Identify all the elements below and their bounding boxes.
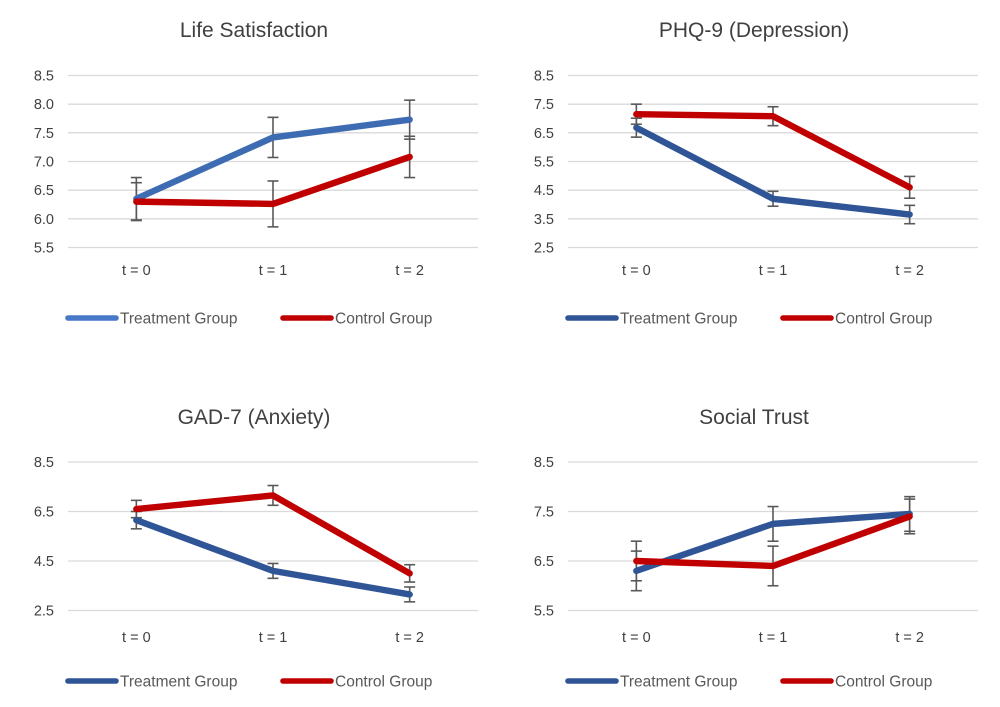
series-line-treatment-group (133, 116, 413, 202)
legend-label-control-group: Control Group (835, 674, 932, 691)
y-tick-label: 8.5 (34, 69, 54, 85)
x-tick-label: t = 0 (622, 630, 651, 646)
y-tick-label: 8.5 (534, 455, 554, 471)
y-tick-label: 7.0 (34, 155, 54, 171)
legend-item-treatment-group: Treatment Group (65, 674, 237, 691)
legend-label-treatment-group: Treatment Group (120, 674, 237, 691)
legend-label-treatment-group: Treatment Group (620, 311, 737, 328)
y-tick-label: 6.5 (34, 505, 54, 521)
y-tick-label: 6.5 (534, 126, 554, 142)
x-tick-label: t = 2 (895, 263, 924, 279)
x-tick-label: t = 0 (122, 263, 151, 279)
y-tick-label: 4.5 (534, 183, 554, 199)
chart-panel-social-trust: Social Trust 8.5 7.5 6.5 5.5 t = 0 t = 1 t = 2 T… (500, 354, 1000, 707)
y-tick-label: 7.5 (34, 126, 54, 142)
chart-svg-gad-7-anxiety: GAD-7 (Anxiety) 8.5 6.5 4.5 2.5 t = 0 t = 1 t =… (34, 406, 478, 691)
chart-panel-gad-7-anxiety: GAD-7 (Anxiety) 8.5 6.5 4.5 2.5 t = 0 t = 1 t =… (0, 354, 500, 707)
y-tick-label: 3.5 (534, 212, 554, 228)
y-tick-label: 8.0 (34, 97, 54, 113)
y-tick-label: 6.5 (34, 183, 54, 199)
x-tick-label: t = 1 (259, 263, 288, 279)
chart-panel-life-satisfaction: Life Satisfaction 8.5 8.0 7.5 7.0 6.5 6.0 5.5 t … (0, 0, 500, 354)
legend-item-treatment-group: Treatment Group (565, 311, 737, 328)
legend-label-treatment-group: Treatment Group (620, 674, 737, 691)
chart-svg-life-satisfaction: Life Satisfaction 8.5 8.0 7.5 7.0 6.5 6.0 5.5 t … (34, 19, 478, 328)
legend-item-control-group: Control Group (780, 674, 932, 691)
y-tick-label: 8.5 (534, 69, 554, 85)
chart-title: GAD-7 (Anxiety) (178, 406, 331, 429)
y-tick-label: 7.5 (534, 505, 554, 521)
y-tick-label: 5.5 (34, 241, 54, 257)
legend-item-control-group: Control Group (280, 311, 432, 328)
x-tick-label: t = 1 (259, 630, 288, 646)
y-tick-label: 2.5 (34, 604, 54, 620)
chart-title: PHQ-9 (Depression) (659, 19, 849, 42)
series-line-treatment-group (633, 124, 913, 218)
legend-item-control-group: Control Group (280, 674, 432, 691)
x-tick-label: t = 2 (895, 630, 924, 646)
y-tick-label: 8.5 (34, 455, 54, 471)
series-line-treatment-group (133, 516, 413, 598)
x-tick-label: t = 0 (622, 263, 651, 279)
legend-label-control-group: Control Group (835, 311, 932, 328)
y-tick-label: 6.0 (34, 212, 54, 228)
chart-title: Life Satisfaction (180, 19, 328, 42)
y-tick-label: 5.5 (534, 155, 554, 171)
x-tick-label: t = 0 (122, 630, 151, 646)
y-tick-label: 4.5 (34, 554, 54, 570)
x-tick-label: t = 2 (395, 263, 424, 279)
series-line-control-group (133, 492, 413, 577)
y-tick-label: 7.5 (534, 97, 554, 113)
x-tick-label: t = 1 (759, 630, 788, 646)
x-tick-label: t = 1 (759, 263, 788, 279)
chart-title: Social Trust (699, 406, 809, 429)
series-line-control-group (133, 153, 413, 208)
series-line-control-group (633, 110, 913, 191)
legend-item-control-group: Control Group (780, 311, 932, 328)
legend-label-control-group: Control Group (335, 674, 432, 691)
legend-item-treatment-group: Treatment Group (65, 311, 237, 328)
series-line-treatment-group (633, 510, 913, 575)
chart-svg-social-trust: Social Trust 8.5 7.5 6.5 5.5 t = 0 t = 1 t = 2 T… (534, 406, 978, 691)
y-tick-label: 2.5 (534, 241, 554, 257)
chart-panel-phq-9-depression: PHQ-9 (Depression) 8.5 7.5 6.5 5.5 4.5 3.5 2.5 t… (500, 0, 1000, 354)
chart-svg-phq-9-depression: PHQ-9 (Depression) 8.5 7.5 6.5 5.5 4.5 3.5 2.5 t… (534, 19, 978, 328)
legend-label-control-group: Control Group (335, 311, 432, 328)
series-line-control-group (633, 513, 913, 570)
x-tick-label: t = 2 (395, 630, 424, 646)
y-tick-label: 6.5 (534, 554, 554, 570)
legend-item-treatment-group: Treatment Group (565, 674, 737, 691)
y-tick-label: 5.5 (534, 604, 554, 620)
legend-label-treatment-group: Treatment Group (120, 311, 237, 328)
